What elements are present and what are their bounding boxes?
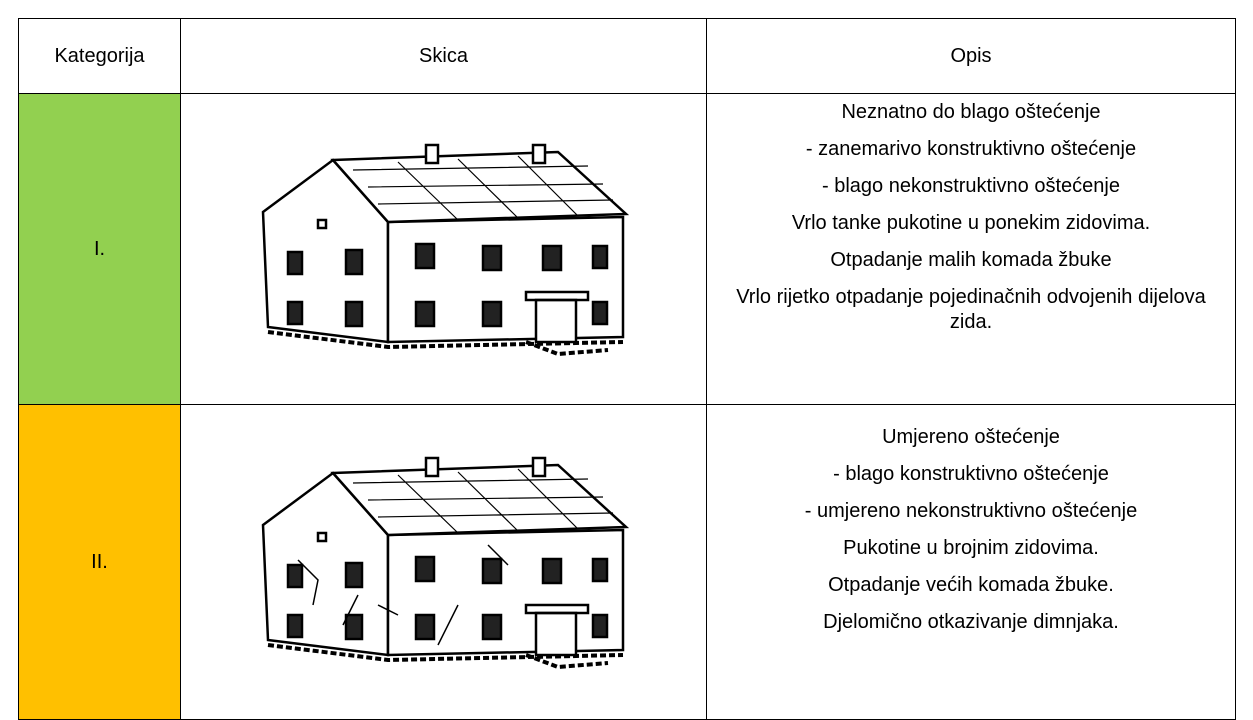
description-line: - blago nekonstruktivno oštećenje xyxy=(822,175,1120,197)
description-line: - blago konstruktivno oštećenje xyxy=(833,463,1109,485)
page: Kategorija Skica Opis I. Neznatno do bla… xyxy=(18,18,1236,720)
header-cell: Kategorija xyxy=(18,18,181,94)
sketch-cell xyxy=(180,404,707,720)
description-line: Umjereno oštećenje xyxy=(882,426,1060,448)
house-sketch xyxy=(260,142,628,356)
description-line: - umjereno nekonstruktivno oštećenje xyxy=(804,500,1138,522)
table-row: I. Neznatno do blago oštećenje - zanemar… xyxy=(18,93,1236,405)
category-cell: I. xyxy=(18,93,181,405)
category-cell: II. xyxy=(18,404,181,720)
damage-table: Kategorija Skica Opis I. Neznatno do bla… xyxy=(18,18,1236,720)
header-cell: Skica xyxy=(180,18,707,94)
description-line: Neznatno do blago oštećenje xyxy=(841,101,1101,123)
description-line: Vrlo tanke pukotine u ponekim zidovima. xyxy=(791,212,1151,234)
description-line: Otpadanje malih komada žbuke xyxy=(830,249,1112,271)
header-cell: Opis xyxy=(706,18,1236,94)
description-line: Pukotine u brojnim zidovima. xyxy=(843,537,1099,559)
description-line: Djelomično otkazivanje dimnjaka. xyxy=(823,611,1119,633)
description-cell: Umjereno oštećenje - blago konstruktivno… xyxy=(706,404,1236,720)
description-line: Vrlo rijetko otpadanje pojedinačnih odvo… xyxy=(736,286,1206,333)
description-cell: Neznatno do blago oštećenje - zanemarivo… xyxy=(706,93,1236,405)
description-line: - zanemarivo konstruktivno oštećenje xyxy=(805,138,1137,160)
description-line: Otpadanje većih komada žbuke. xyxy=(828,574,1114,596)
sketch-cell xyxy=(180,93,707,405)
house-sketch xyxy=(260,455,628,669)
header-row: Kategorija Skica Opis xyxy=(18,18,1236,94)
table-row: II. Umjereno oštećenje - blago konstrukt… xyxy=(18,404,1236,720)
